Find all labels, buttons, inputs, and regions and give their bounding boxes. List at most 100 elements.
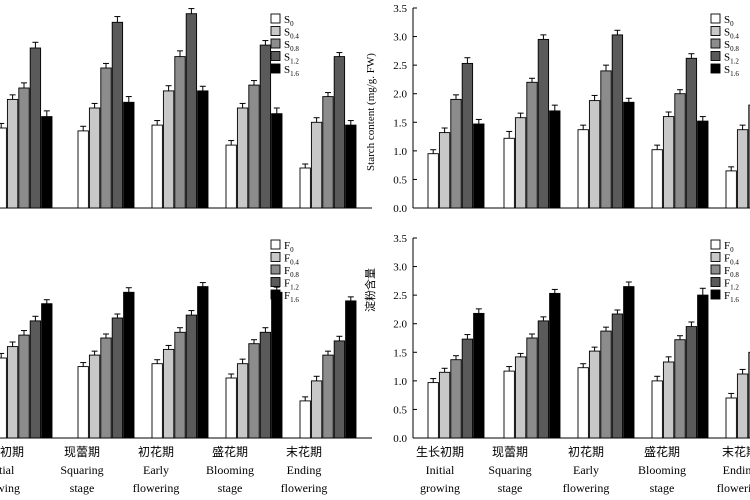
bar-S1.6-2 (623, 101, 635, 209)
bar-S1.6-3 (271, 113, 283, 209)
legend-swatch-0 (270, 13, 281, 24)
cat-en1-left-1: Squaring (60, 463, 103, 477)
cat-en2-right-1: stage (498, 481, 523, 495)
bar-F0.4-1 (88, 354, 101, 439)
bar-F0.8-2 (174, 331, 186, 439)
cat-en2-right-4: flowering (717, 481, 750, 495)
legend-swatch-0 (710, 13, 721, 24)
bar-F1.2-0 (29, 320, 42, 439)
legend-swatch-3 (710, 277, 721, 287)
legend-swatch-3 (270, 51, 281, 61)
cat-cn-left-0: 生长初期 (0, 445, 24, 459)
legend-label-3: S1.2 (724, 52, 739, 66)
cat-en1-left-0: Initial (0, 463, 15, 477)
bar-F0.8-1 (526, 337, 538, 439)
bar-F0-3 (651, 380, 663, 439)
legend-swatch-4 (710, 289, 721, 300)
bar-F0.4-2 (162, 348, 175, 439)
bar-S0.8-4 (748, 104, 750, 209)
bar-F1.2-3 (685, 326, 698, 439)
bar-S1.2-1 (537, 38, 550, 209)
bar-F0-0 (0, 357, 7, 439)
y-tick-label: 2.5 (393, 60, 407, 72)
bar-F1.6-1 (549, 292, 561, 439)
bar-S0-4 (725, 170, 737, 209)
cat-en2-right-2: flowering (563, 481, 610, 495)
bar-S1.6-3 (697, 120, 709, 209)
legend-label-2: S0.8 (724, 39, 739, 53)
bar-S0.8-1 (100, 67, 112, 209)
y-tick-label: 3.5 (393, 3, 407, 15)
bar-F0.4-3 (662, 361, 675, 439)
bar-S0.8-2 (600, 70, 612, 209)
y-tick-label: 0.5 (393, 404, 407, 416)
bar-F1.6-0 (473, 312, 485, 439)
bar-F0.8-4 (322, 354, 334, 439)
bar-S0.4-1 (88, 107, 101, 209)
bar-S1.6-0 (473, 123, 485, 209)
bar-F1.6-3 (271, 291, 283, 439)
bar-F0.8-0 (18, 334, 30, 439)
bar-F0.8-3 (674, 339, 686, 439)
bar-S0.4-3 (662, 116, 675, 209)
bar-F0-1 (77, 366, 89, 439)
cat-cn-right-4: 末花期 (722, 444, 750, 459)
bar-F1.2-3 (259, 331, 272, 439)
bar-S0.4-0 (438, 132, 451, 209)
cat-en2-left-0: growing (0, 481, 20, 495)
cat-en1-right-3: Blooming (638, 463, 686, 477)
bar-F0.4-3 (236, 363, 249, 439)
cat-cn-left-1: 现蕾期 (64, 445, 100, 459)
cat-cn-right-2: 初花期 (568, 444, 604, 459)
legend-label-0: F0 (724, 240, 734, 254)
legend-label-1: F0.4 (284, 253, 299, 267)
bar-F0-2 (151, 363, 163, 439)
bar-S0-3 (225, 144, 237, 209)
bar-F1.6-1 (123, 291, 135, 439)
legend-swatch-3 (710, 51, 721, 61)
bar-S0.8-4 (322, 96, 334, 209)
bar-F1.6-0 (41, 303, 53, 439)
legend-label-4: F1.6 (284, 290, 299, 304)
cat-cn-left-4: 末花期 (286, 444, 322, 459)
cat-en1-left-3: Blooming (206, 463, 254, 477)
y-tick-label: 0.5 (393, 174, 407, 186)
bar-S1.2-3 (685, 57, 698, 209)
bar-F0-4 (725, 397, 737, 439)
legend-label-3: F1.2 (724, 278, 739, 292)
panel-bottom-right: 0.0 0.5 1.0 1.5 2.0 2.5 3.0 3.5 F0F0.4F0.8F1.2F1… (393, 233, 750, 445)
bar-F1.6-2 (623, 286, 635, 439)
bar-S0.4-1 (514, 117, 527, 209)
bar-S0-1 (77, 130, 89, 209)
cat-cn-right-0: 生长初期 (416, 445, 464, 459)
legend-label-3: F1.2 (284, 278, 299, 292)
y-tick-label: 1.0 (393, 376, 407, 388)
bar-F1.6-2 (197, 286, 209, 439)
bar-S0-0 (0, 127, 7, 209)
cat-en2-left-4: flowering (281, 481, 328, 495)
y-tick-label: 3.0 (393, 32, 407, 44)
bar-F1.2-4 (333, 340, 346, 439)
cat-en2-right-3: stage (650, 481, 675, 495)
bar-S1.2-2 (611, 34, 624, 209)
bar-F1.6-3 (697, 294, 709, 439)
bar-F0.4-0 (6, 346, 19, 439)
bar-F0.8-3 (248, 343, 260, 439)
y-tick-label: 3.5 (393, 233, 407, 245)
bar-S1.6-4 (345, 124, 357, 209)
bar-F0-2 (577, 367, 589, 439)
legend-label-1: S0.4 (724, 27, 739, 41)
bar-S0.4-0 (6, 98, 19, 209)
bar-S0.4-3 (236, 107, 249, 209)
bar-F0.4-2 (588, 350, 601, 439)
y-tick-label: 2.0 (393, 89, 407, 101)
bar-S0-2 (577, 129, 589, 209)
cat-cn-right-3: 盛花期 (644, 444, 680, 459)
y-tick-label: 2.5 (393, 290, 407, 302)
legend-label-4: S1.6 (284, 64, 299, 78)
bar-S1.2-0 (461, 62, 474, 209)
legend-label-0: F0 (284, 240, 294, 254)
